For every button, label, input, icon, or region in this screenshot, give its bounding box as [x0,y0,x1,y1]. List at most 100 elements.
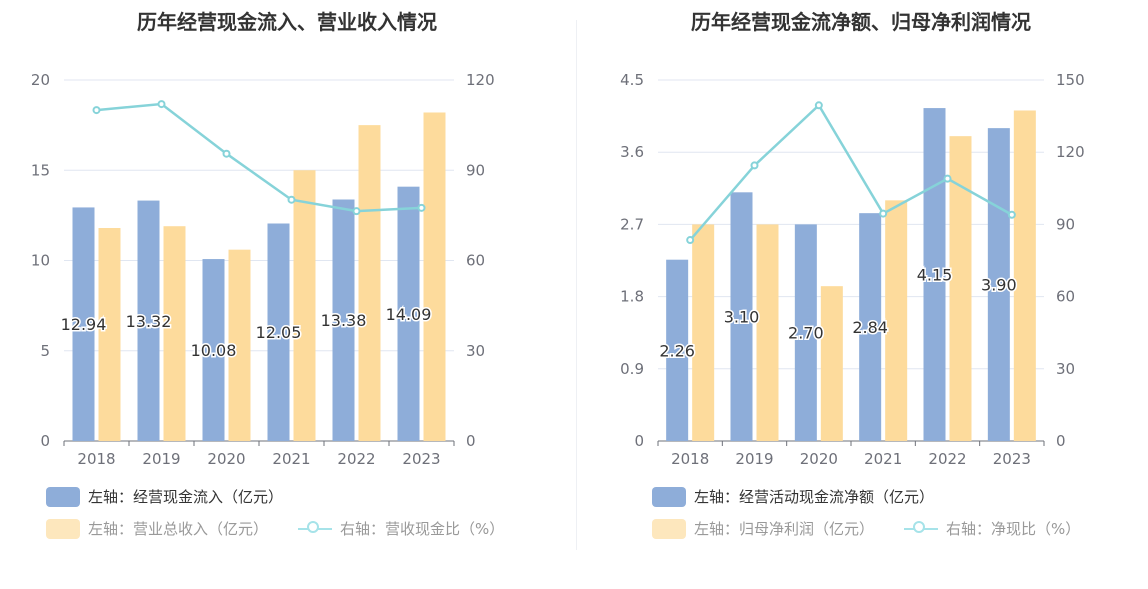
bar-primary [397,186,420,441]
bar-primary [987,128,1010,441]
chart-plot-left: 0 5 10 15 20 0 30 60 90 120 2018 2019 2020 2021 2022 20… [31,71,495,468]
bar-data-label: 2.26 [659,341,695,360]
x-axis-tick-label: 2020 [800,450,838,468]
right-axis-tick-label: 30 [466,342,485,360]
right-axis-tick-label: 90 [466,161,485,179]
bar-data-label: 13.32 [126,312,172,331]
bar-primary [137,200,160,441]
bar-secondary [756,224,779,441]
legend-item-net-cash-ratio[interactable]: 右轴：净现比（%） [904,518,1080,539]
x-axis-tick-label: 2019 [142,450,180,468]
x-axis-tick-label: 2023 [993,450,1031,468]
bar-data-label: 12.05 [256,323,302,342]
legend-label: 左轴：经营现金流入（亿元） [88,488,284,506]
bar-primary [859,213,882,441]
bar-secondary [1013,110,1036,442]
ratio-line [96,102,422,213]
ratio-point [1007,210,1016,219]
x-axis-tick-label: 2021 [864,450,902,468]
left-axis-tick-label: 2.7 [620,215,644,233]
legend-line-marker [298,519,332,539]
legend-label: 左轴：归母净利润（亿元） [694,520,875,538]
legend-item-revenue[interactable]: 左轴：营业总收入（亿元） [46,518,268,539]
ratio-point [417,203,426,212]
right-axis-tick-label: 30 [1056,360,1075,378]
bar-primary [794,224,817,441]
x-axis-tick-label: 2020 [207,450,245,468]
bar-data-label: 10.08 [191,341,237,360]
legend-swatch [652,486,686,507]
panel-divider [576,20,577,550]
bar-secondary [949,136,972,441]
right-axis-tick-label: 120 [1056,143,1085,161]
bar-data-label: 12.94 [61,315,107,334]
right-axis-tick-label: 60 [466,252,485,270]
ratio-point [686,236,695,245]
bar-data-label: 14.09 [386,305,432,324]
legend-line-marker [904,519,938,539]
right-axis-tick-label: 60 [1056,288,1075,306]
bar-primary [923,108,946,442]
right-axis-tick-label: 90 [1056,215,1075,233]
right-axis-tick-label: 0 [1056,432,1066,450]
left-axis-tick-label: 0 [40,432,50,450]
legend-label: 右轴：营收现金比（%） [340,520,505,538]
bar-secondary [293,170,316,441]
legend-swatch [652,518,686,539]
left-axis-tick-label: 20 [31,71,50,89]
bar-primary [72,207,95,441]
bar-secondary [423,112,446,442]
legend-item-cash-inflow[interactable]: 左轴：经营现金流入（亿元） [46,486,283,507]
ratio-line [689,103,1013,241]
left-axis-tick-label: 0 [634,432,644,450]
x-axis-tick-label: 2022 [337,450,375,468]
left-axis-tick-label: 15 [31,161,50,179]
ratio-point [750,161,759,170]
ratio-point [879,209,888,218]
bar-data-label: 2.84 [852,318,888,337]
left-axis-tick-label: 5 [40,342,50,360]
legend-swatch [46,486,80,507]
bar-primary [202,259,225,441]
legend-item-net-profit[interactable]: 左轴：归母净利润（亿元） [652,518,874,539]
ratio-point [814,101,823,110]
bar-primary [332,199,355,441]
ratio-point [287,195,296,204]
x-axis-tick-label: 2021 [272,450,310,468]
right-axis-tick-label: 120 [466,71,495,89]
bar-primary [666,259,689,441]
ratio-point [92,106,101,115]
bar-data-label: 3.10 [724,308,760,327]
left-axis-tick-label: 1.8 [620,288,644,306]
bar-data-label: 13.38 [321,311,367,330]
bar-secondary [163,226,186,441]
legend-label: 左轴：经营活动现金流净额（亿元） [694,488,935,506]
bar-primary [730,192,753,441]
x-axis-tick-label: 2018 [77,450,115,468]
bar-data-label: 3.90 [981,276,1017,295]
ratio-point [157,100,166,109]
ratio-point [352,207,361,216]
legend-item-cash-ratio[interactable]: 右轴：营收现金比（%） [298,518,504,539]
legend-item-net-cash-flow[interactable]: 左轴：经营活动现金流净额（亿元） [652,486,934,507]
chart-title: 历年经营现金流入、营业收入情况 [137,10,437,34]
ratio-point [222,149,231,158]
chart-panel-left: 历年经营现金流入、营业收入情况 0 5 10 15 20 0 30 60 90 120 2018 20… [0,0,574,560]
x-axis-tick-label: 2022 [928,450,966,468]
bar-secondary [98,228,121,441]
left-axis-tick-label: 0.9 [620,360,644,378]
left-axis-tick-label: 10 [31,252,50,270]
legend-label: 右轴：净现比（%） [946,520,1081,538]
x-axis-tick-label: 2019 [735,450,773,468]
x-axis-tick-label: 2023 [402,450,440,468]
legend-label: 左轴：营业总收入（亿元） [88,520,269,538]
bar-primary [267,223,290,441]
bar-secondary [885,200,908,441]
bar-data-label: 4.15 [917,266,953,285]
bar-secondary [228,249,251,441]
right-axis-tick-label: 150 [1056,71,1085,89]
bar-secondary [692,224,715,441]
bar-secondary [820,286,843,441]
left-axis-tick-label: 3.6 [620,143,644,161]
bar-data-label: 2.70 [788,324,824,343]
